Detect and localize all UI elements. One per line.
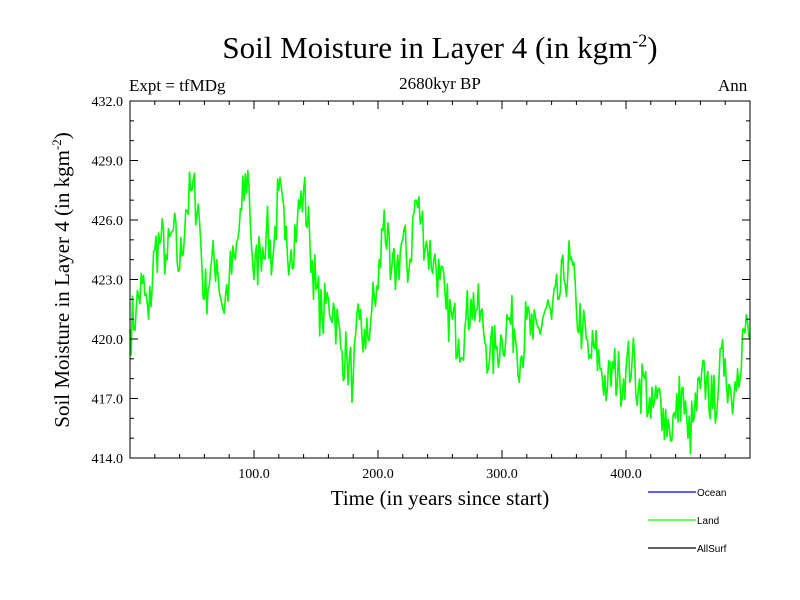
y-tick-label: 429.0 xyxy=(92,155,124,170)
experiment-label: Expt = tfMDg xyxy=(129,76,226,95)
x-axis-label: Time (in years since start) xyxy=(330,486,550,510)
x-tick-label: 400.0 xyxy=(610,467,642,482)
season-label: Ann xyxy=(718,76,748,95)
y-axis-label-close: ) xyxy=(50,132,74,139)
y-tick-label: 420.0 xyxy=(92,333,124,348)
x-tick-label: 100.0 xyxy=(238,467,270,482)
legend-label-land: Land xyxy=(697,516,719,527)
y-axis-label-exponent: -2 xyxy=(49,139,64,150)
y-tick-label: 417.0 xyxy=(92,393,124,408)
y-tick-label: 423.0 xyxy=(92,274,124,289)
x-tick-label: 300.0 xyxy=(486,467,518,482)
series-line-land xyxy=(129,169,751,455)
series-layer xyxy=(129,169,751,455)
chart-title-close: ) xyxy=(647,30,658,65)
ticks-layer: 414.0 417.0 420.0 423.0 426.0 429.0 432.0 100.0… xyxy=(92,95,750,482)
legend: Ocean Land AllSurf xyxy=(648,488,727,555)
y-tick-label: 414.0 xyxy=(92,452,124,467)
y-tick-label: 426.0 xyxy=(92,214,124,229)
y-tick-label: 432.0 xyxy=(92,95,124,110)
chart-subtitle: 2680kyr BP xyxy=(399,74,481,93)
legend-label-ocean: Ocean xyxy=(697,488,726,499)
x-tick-label: 200.0 xyxy=(362,467,394,482)
chart-title-exponent: -2 xyxy=(632,30,648,51)
y-axis-label: Soil Moisture in Layer 4 (in kgm-2) xyxy=(49,132,74,427)
chart-title-text: Soil Moisture in Layer 4 (in kgm xyxy=(222,30,633,65)
legend-label-allsurf: AllSurf xyxy=(697,544,727,555)
y-axis-label-text: Soil Moisture in Layer 4 (in kgm xyxy=(50,150,74,428)
chart-title: Soil Moisture in Layer 4 (in kgm-2) xyxy=(0,30,800,66)
